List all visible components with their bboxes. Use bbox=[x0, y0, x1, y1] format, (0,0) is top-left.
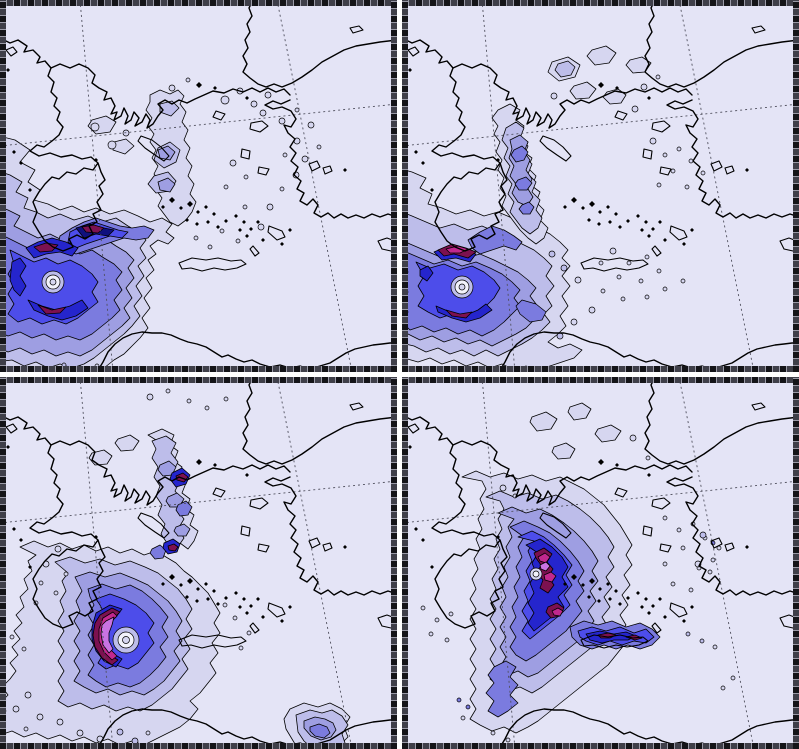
map-panel-bottom-right bbox=[402, 377, 799, 749]
panel-frame bbox=[0, 377, 397, 383]
panel-frame bbox=[402, 0, 799, 6]
panel-frame bbox=[402, 377, 408, 749]
map-canvas bbox=[0, 377, 397, 749]
panel-frame bbox=[0, 366, 397, 372]
panel-frame bbox=[402, 0, 408, 372]
panel-frame bbox=[391, 0, 397, 372]
map-panel-bottom-left bbox=[0, 377, 397, 749]
map-panel-top-left bbox=[0, 0, 397, 372]
panel-frame bbox=[0, 377, 6, 749]
map-canvas bbox=[0, 0, 397, 372]
panel-frame bbox=[793, 0, 799, 372]
panel-frame bbox=[402, 743, 799, 749]
panel-frame bbox=[793, 377, 799, 749]
panel-frame bbox=[0, 0, 6, 372]
panel-frame bbox=[0, 743, 397, 749]
panel-frame bbox=[0, 0, 397, 6]
map-canvas bbox=[402, 0, 799, 372]
map-canvas bbox=[402, 377, 799, 749]
panel-frame bbox=[391, 377, 397, 749]
panel-frame bbox=[402, 377, 799, 383]
map-panel-top-right bbox=[402, 0, 799, 372]
panel-frame bbox=[402, 366, 799, 372]
